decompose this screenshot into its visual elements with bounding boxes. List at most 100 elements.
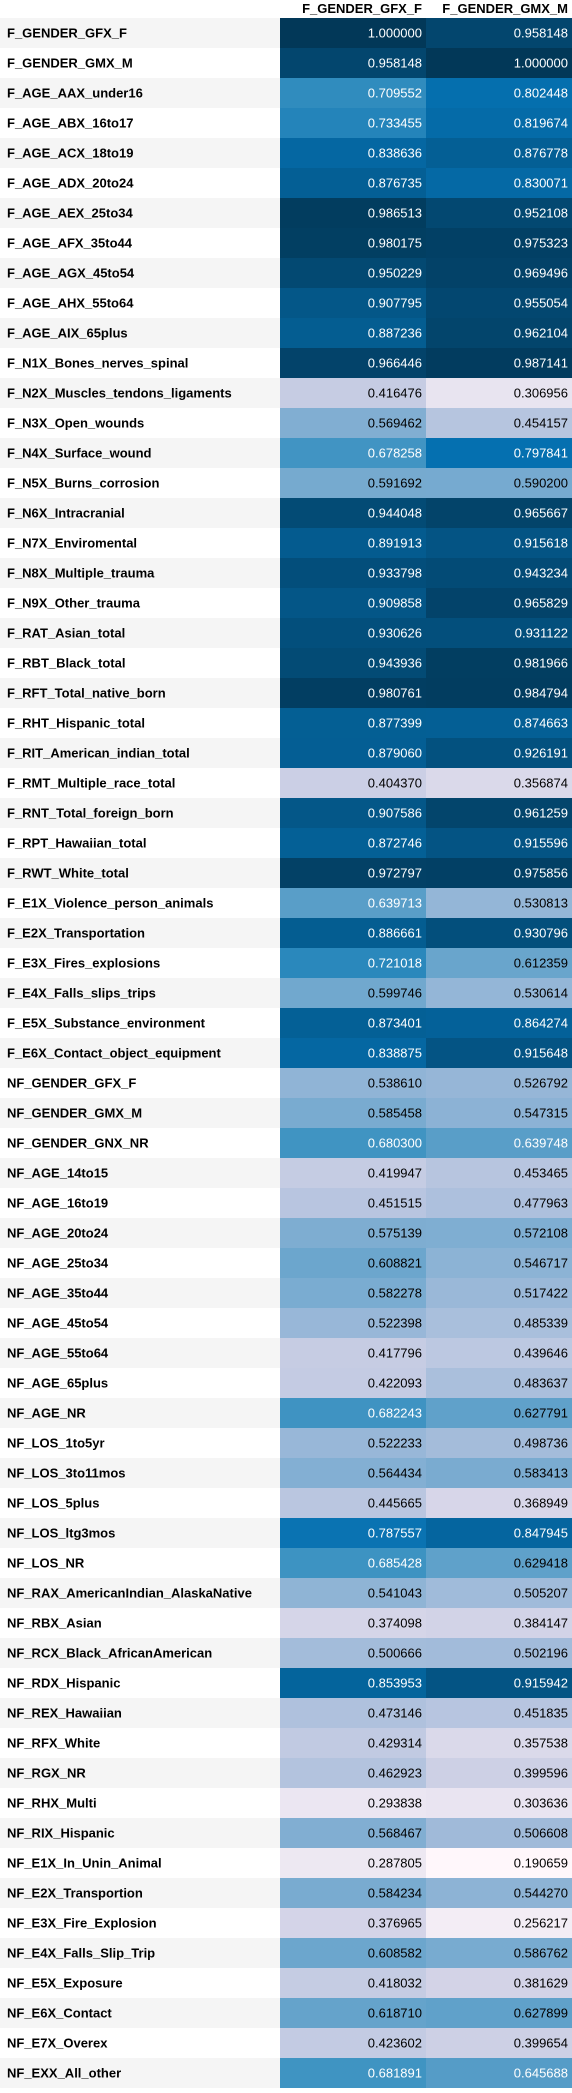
heatmap-cell <box>426 1848 572 1878</box>
cell-value: 0.930796 <box>514 926 568 941</box>
row-background <box>0 288 280 318</box>
cell-value: 0.190659 <box>514 1856 568 1871</box>
row-background <box>0 708 280 738</box>
cell-value: 0.399654 <box>514 2036 568 2051</box>
row-background <box>0 138 280 168</box>
cell-value: 0.419947 <box>368 1166 422 1181</box>
cell-value: 0.819674 <box>514 116 568 131</box>
cell-value: 0.975856 <box>514 866 568 881</box>
heatmap-cell <box>280 738 426 768</box>
heatmap-cell <box>280 1458 426 1488</box>
heatmap-cell <box>426 1638 572 1668</box>
row-label: F_GENDER_GFX_F <box>7 26 127 41</box>
heatmap-cell <box>280 1968 426 1998</box>
row-background <box>0 1998 280 2028</box>
heatmap-cell <box>426 858 572 888</box>
cell-value: 0.797841 <box>514 446 568 461</box>
row-background <box>0 1788 280 1818</box>
cell-value: 0.417796 <box>368 1346 422 1361</box>
heatmap-cell <box>426 978 572 1008</box>
heatmap-cell <box>280 1278 426 1308</box>
heatmap-cell <box>426 2058 572 2088</box>
cell-value: 0.612359 <box>514 956 568 971</box>
row-label: F_AGE_AEX_25to34 <box>7 206 133 221</box>
cell-value: 0.980175 <box>368 236 422 251</box>
cell-value: 0.678258 <box>368 446 422 461</box>
row-label: NF_AGE_14to15 <box>7 1166 108 1181</box>
cell-value: 0.681891 <box>368 2066 422 2081</box>
heatmap-cell <box>426 168 572 198</box>
heatmap-cell <box>426 1728 572 1758</box>
heatmap-cell <box>280 1248 426 1278</box>
heatmap-cell <box>426 798 572 828</box>
row-label: NF_AGE_35to44 <box>7 1286 109 1301</box>
row-label: F_N7X_Enviromental <box>7 536 137 551</box>
heatmap-cell <box>426 1218 572 1248</box>
row-label: NF_GENDER_GNX_NR <box>7 1136 149 1151</box>
heatmap-cell <box>280 1158 426 1188</box>
heatmap-cell <box>280 1398 426 1428</box>
row-background <box>0 1038 280 1068</box>
heatmap-cell <box>280 378 426 408</box>
cell-value: 0.958148 <box>514 26 568 41</box>
cell-value: 0.645688 <box>514 2066 568 2081</box>
cell-value: 0.451835 <box>514 1706 568 1721</box>
row-label: F_E3X_Fires_explosions <box>7 956 160 971</box>
heatmap-cell <box>280 1368 426 1398</box>
cell-value: 0.599746 <box>368 986 422 1001</box>
cell-value: 0.498736 <box>514 1436 568 1451</box>
row-background <box>0 798 280 828</box>
cell-value: 0.944048 <box>368 506 422 521</box>
heatmap-cell <box>280 1518 426 1548</box>
row-background <box>0 648 280 678</box>
cell-value: 0.439646 <box>514 1346 568 1361</box>
row-label: F_RIT_American_indian_total <box>7 746 190 761</box>
cell-value: 0.530813 <box>514 896 568 911</box>
heatmap-cell <box>280 138 426 168</box>
cell-value: 0.256217 <box>514 1916 568 1931</box>
cell-value: 0.980761 <box>368 686 422 701</box>
row-label: F_E6X_Contact_object_equipment <box>7 1046 221 1061</box>
cell-value: 0.500666 <box>368 1646 422 1661</box>
heatmap-cell <box>426 1578 572 1608</box>
row-background <box>0 1518 280 1548</box>
row-background <box>0 1638 280 1668</box>
heatmap-cell <box>280 1008 426 1038</box>
cell-value: 0.618710 <box>368 2006 422 2021</box>
heatmap-cell <box>280 558 426 588</box>
row-background <box>0 318 280 348</box>
cell-value: 0.445665 <box>368 1496 422 1511</box>
cell-value: 0.568467 <box>368 1826 422 1841</box>
cell-value: 0.526792 <box>514 1076 568 1091</box>
row-label: F_AGE_AGX_45to54 <box>7 266 135 281</box>
heatmap-cell <box>280 1578 426 1608</box>
heatmap-cell <box>426 18 572 48</box>
heatmap-cell <box>426 1998 572 2028</box>
heatmap-cell <box>280 828 426 858</box>
heatmap-cell <box>426 588 572 618</box>
heatmap-cell <box>426 1938 572 1968</box>
row-background <box>0 618 280 648</box>
cell-value: 0.416476 <box>368 386 422 401</box>
row-background <box>0 498 280 528</box>
cell-value: 0.709552 <box>368 86 422 101</box>
heatmap-cell <box>280 978 426 1008</box>
cell-value: 0.915596 <box>514 836 568 851</box>
row-background <box>0 738 280 768</box>
row-label: F_GENDER_GMX_M <box>7 56 133 71</box>
heatmap-cell <box>426 768 572 798</box>
cell-value: 0.733455 <box>368 116 422 131</box>
row-label: NF_RAX_AmericanIndian_AlaskaNative <box>7 1586 252 1601</box>
heatmap-cell <box>280 498 426 528</box>
heatmap-cell <box>280 1878 426 1908</box>
row-background <box>0 1908 280 1938</box>
cell-value: 0.864274 <box>514 1016 568 1031</box>
heatmap-cell <box>426 1038 572 1068</box>
cell-value: 0.506608 <box>514 1826 568 1841</box>
cell-value: 0.583413 <box>514 1466 568 1481</box>
cell-value: 0.485339 <box>514 1316 568 1331</box>
heatmap-cell <box>426 1188 572 1218</box>
cell-value: 0.422093 <box>368 1376 422 1391</box>
heatmap-cell <box>280 648 426 678</box>
